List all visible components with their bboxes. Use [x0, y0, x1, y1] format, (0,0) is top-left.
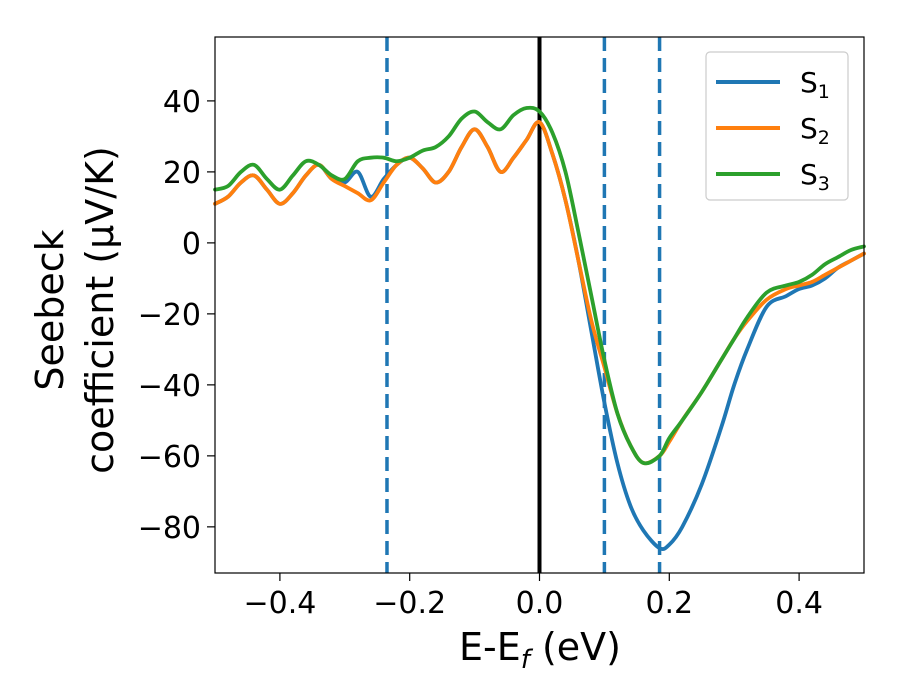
vertical-lines	[385, 37, 662, 573]
x-axis-ticks: −0.4 −0.2 0.0 0.2 0.4	[243, 573, 823, 621]
y-axis-label-line1: Seebeck	[28, 229, 72, 390]
y-axis-label: Seebeck coefficient (μV/K)	[28, 146, 122, 474]
legend-label-s2: S2	[800, 112, 830, 149]
series-line-s3	[213, 105, 866, 466]
x-tick-label: −0.4	[243, 586, 316, 621]
y-axis-label-line2: coefficient (μV/K)	[78, 146, 122, 474]
x-tick-label: 0.0	[516, 586, 564, 621]
x-tick-label: 0.2	[645, 586, 693, 621]
y-tick-label: −20	[138, 298, 201, 333]
x-axis-label: E-Ef (eV)	[459, 625, 621, 675]
y-tick-label: −80	[138, 511, 201, 546]
y-tick-label: 0	[182, 227, 201, 262]
y-tick-label: 20	[163, 156, 201, 191]
legend-label-s1: S1	[800, 66, 830, 103]
legend-label-s3: S3	[800, 158, 830, 195]
y-tick-label: −60	[138, 440, 201, 475]
legend: S1 S2 S3	[705, 51, 849, 201]
y-tick-label: 40	[163, 85, 201, 120]
y-axis-ticks: 40 20 0 −20 −40 −60 −80	[138, 85, 215, 546]
series-lines	[213, 105, 866, 551]
x-tick-label: −0.2	[373, 586, 446, 621]
y-tick-label: −40	[138, 369, 201, 404]
x-tick-label: 0.4	[775, 586, 823, 621]
